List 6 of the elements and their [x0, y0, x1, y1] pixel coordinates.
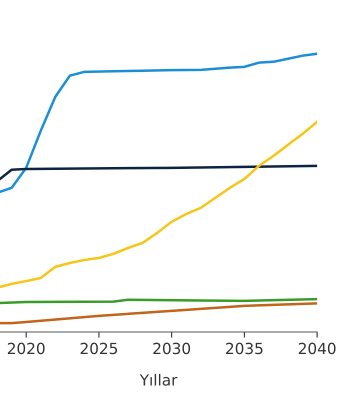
- x-tick-label: 2035: [226, 342, 262, 354]
- x-axis-title: Yıllar: [140, 374, 178, 386]
- x-tick-label: 2025: [80, 342, 118, 354]
- x-tick-label: 2030: [153, 342, 190, 354]
- x-tick-label: 2040: [298, 342, 336, 354]
- x-tick-label: 2020: [8, 342, 45, 354]
